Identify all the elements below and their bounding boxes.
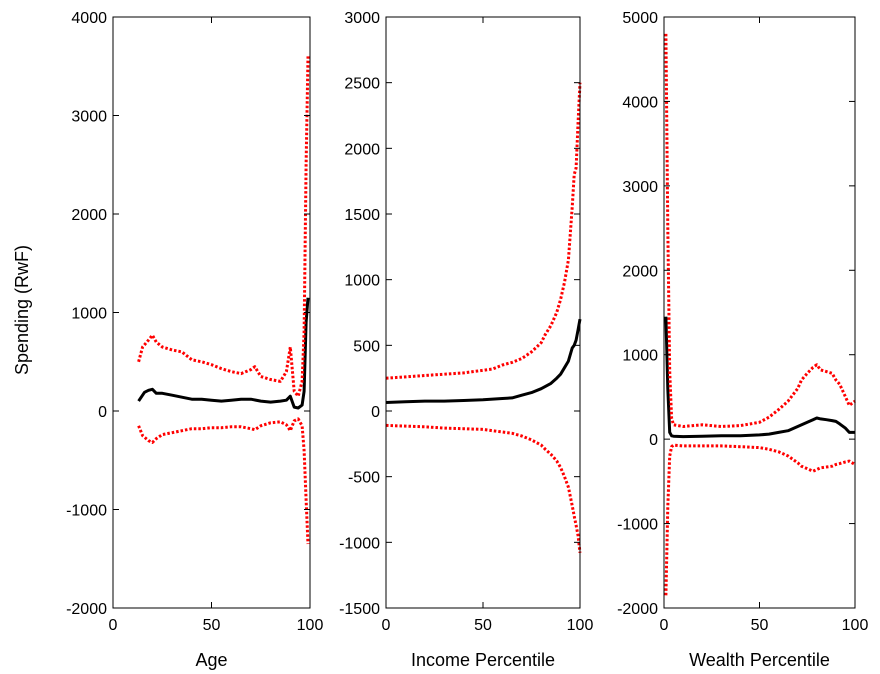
lower-band-line (385, 423, 582, 553)
y-tick-label: 1000 (344, 273, 380, 290)
mean-line (385, 318, 582, 404)
upper-band-line (664, 33, 856, 428)
y-tick-label: 5000 (622, 10, 658, 27)
mean-line (664, 316, 855, 439)
series-group (137, 56, 310, 545)
x-tick-label: 100 (567, 617, 594, 634)
x-tick-label: 50 (203, 617, 221, 634)
y-tick-label: -1000 (66, 503, 107, 520)
panel-1: -2000 -1000 0 1000 2000 3000 4000 0 50 100 Age (66, 10, 323, 670)
y-tick-label: 4000 (622, 94, 658, 111)
y-tick-label: 2000 (71, 207, 107, 224)
x-tick-label: 50 (751, 617, 769, 634)
y-tick-label: -2000 (617, 601, 658, 618)
x-axis-title: Wealth Percentile (689, 650, 830, 670)
x-tick-label: 100 (297, 617, 324, 634)
x-tick-label: 0 (660, 617, 669, 634)
y-tick-label: -1000 (617, 517, 658, 534)
y-tick-label: 0 (371, 404, 380, 421)
y-tick-label: 0 (98, 404, 107, 421)
lower-band-line (137, 417, 310, 545)
y-tick-label: 3000 (71, 109, 107, 126)
series-group (385, 82, 582, 553)
mean-line (137, 297, 310, 410)
panel-3: -2000 -1000 0 1000 2000 3000 4000 5000 0 50 100 Wea… (617, 10, 868, 670)
y-axis-title: Spending (RwF) (12, 245, 32, 375)
y-tick-label: -500 (348, 470, 380, 487)
y-tick-label: 1500 (344, 207, 380, 224)
y-tick-label: 500 (353, 338, 380, 355)
y-tick-label: 2000 (344, 141, 380, 158)
panel-2: -1500 -1000 -500 0 500 1000 1500 2000 2500 3000 0 5… (339, 10, 593, 670)
y-tick-label: 0 (649, 432, 658, 449)
series-group (664, 33, 856, 596)
y-tick-label: -2000 (66, 601, 107, 618)
upper-band-line (385, 82, 582, 380)
lower-band-line (664, 443, 856, 596)
y-tick-label: 2000 (622, 263, 658, 280)
y-tick-label: -1000 (339, 535, 380, 552)
upper-band-line (137, 56, 310, 398)
x-tick-label: 50 (474, 617, 492, 634)
x-axis-title: Age (195, 650, 227, 670)
x-tick-label: 100 (842, 617, 869, 634)
y-tick-label: 2500 (344, 76, 380, 93)
y-tick-label: 3000 (622, 179, 658, 196)
y-tick-label: 1000 (71, 306, 107, 323)
x-tick-label: 0 (109, 617, 118, 634)
x-axis-title: Income Percentile (411, 650, 555, 670)
y-tick-label: 3000 (344, 10, 380, 27)
y-tick-label: 4000 (71, 10, 107, 27)
y-tick-label: 1000 (622, 348, 658, 365)
y-tick-label: -1500 (339, 601, 380, 618)
x-tick-label: 0 (382, 617, 391, 634)
